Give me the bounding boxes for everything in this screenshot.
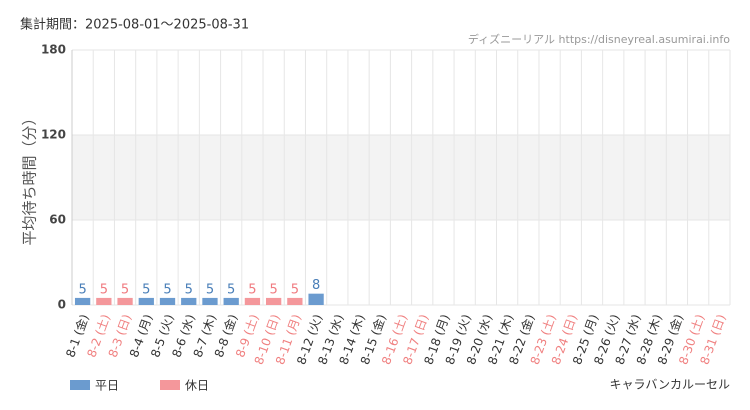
bar — [159, 297, 176, 305]
y-tick-label: 180 — [41, 43, 66, 57]
data-label: 5 — [206, 282, 214, 297]
data-label: 5 — [248, 282, 256, 297]
legend-label: 平日 — [95, 379, 119, 393]
legend-swatch — [70, 380, 90, 390]
y-tick-label: 0 — [58, 298, 66, 312]
data-label: 5 — [227, 282, 235, 297]
bar — [181, 297, 197, 305]
source: ディズニーリアル https://disneyreal.asumirai.inf… — [468, 32, 730, 46]
bar — [202, 297, 218, 305]
y-tick-label: 60 — [49, 213, 66, 227]
bar — [117, 297, 133, 305]
data-label: 5 — [270, 282, 278, 297]
band-shade — [72, 135, 730, 220]
chart-title: 集計期間：2025-08-01～2025-08-31 — [20, 17, 249, 33]
data-label: 5 — [163, 282, 171, 297]
bar — [74, 297, 91, 305]
data-label: 5 — [121, 282, 129, 297]
data-label: 5 — [142, 282, 150, 297]
bar — [308, 293, 324, 305]
bar — [287, 297, 303, 305]
attraction-name: キャラバンカルーセル — [610, 378, 730, 392]
bar — [244, 297, 261, 305]
bar — [223, 297, 239, 305]
bar — [266, 297, 282, 305]
data-label: 5 — [78, 282, 86, 297]
legend-label: 休日 — [185, 379, 209, 393]
bar — [138, 297, 154, 305]
data-label: 5 — [185, 282, 193, 297]
data-label: 5 — [291, 282, 299, 297]
y-tick-label: 120 — [41, 128, 66, 142]
bar — [96, 297, 112, 305]
data-label: 8 — [312, 278, 320, 293]
legend-swatch — [160, 380, 180, 390]
y-axis-label: 平均待ち時間（分） — [21, 110, 39, 245]
data-label: 5 — [100, 282, 108, 297]
